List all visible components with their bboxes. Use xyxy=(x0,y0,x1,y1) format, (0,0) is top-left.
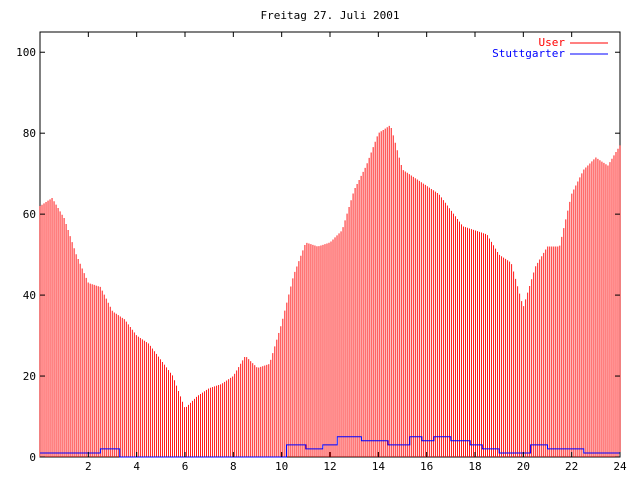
x-tick-label: 18 xyxy=(468,460,481,473)
x-tick-label: 20 xyxy=(517,460,530,473)
legend: User Stuttgarter xyxy=(492,36,608,60)
x-tick-label: 10 xyxy=(275,460,288,473)
chart-title: Freitag 27. Juli 2001 xyxy=(260,9,399,22)
user-series xyxy=(39,125,621,457)
x-tick-label: 12 xyxy=(323,460,336,473)
x-tick-label: 22 xyxy=(565,460,578,473)
x-tick-label: 6 xyxy=(182,460,189,473)
legend-label-stuttgarter: Stuttgarter xyxy=(492,47,565,60)
stuttgarter-series xyxy=(40,436,620,458)
y-tick-label: 20 xyxy=(23,370,36,383)
y-tick-label: 100 xyxy=(16,46,36,59)
x-tick-label: 24 xyxy=(613,460,627,473)
x-tick-label: 8 xyxy=(230,460,237,473)
y-tick-label: 0 xyxy=(29,451,36,464)
x-tick-label: 2 xyxy=(85,460,92,473)
x-tick-label: 4 xyxy=(133,460,140,473)
y-tick-label: 60 xyxy=(23,208,36,221)
x-tick-label: 16 xyxy=(420,460,433,473)
y-tick-label: 80 xyxy=(23,127,36,140)
x-tick-label: 14 xyxy=(372,460,386,473)
plot-frame xyxy=(39,31,621,458)
stuttgarter-line xyxy=(40,436,620,458)
legend-label-user: User xyxy=(539,36,566,49)
y-tick-label: 40 xyxy=(23,289,36,302)
